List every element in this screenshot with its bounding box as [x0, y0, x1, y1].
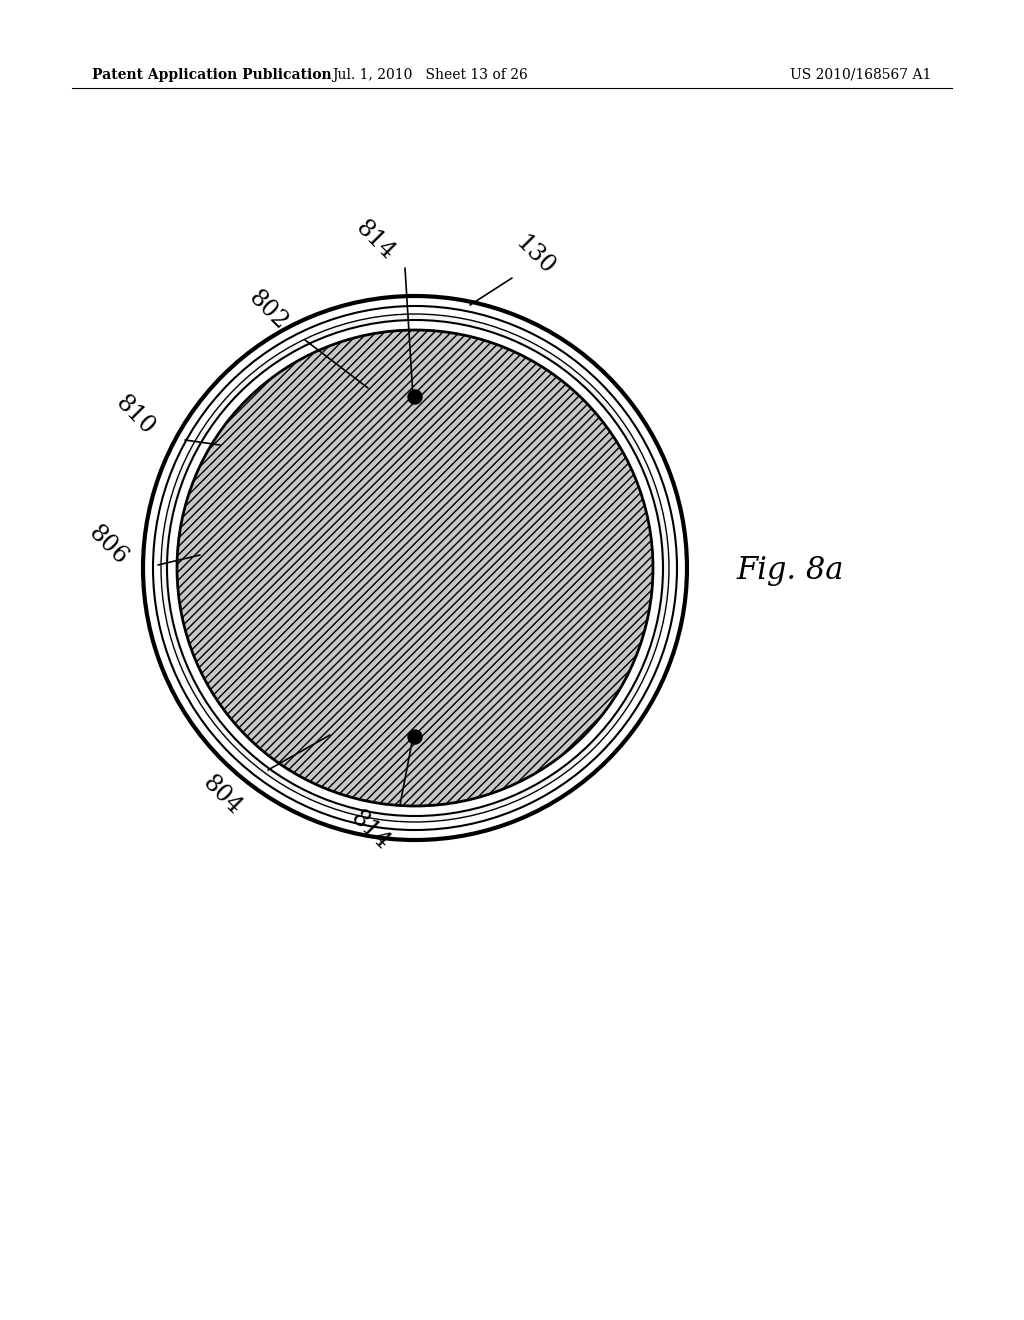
Text: Jul. 1, 2010   Sheet 13 of 26: Jul. 1, 2010 Sheet 13 of 26: [332, 69, 528, 82]
Circle shape: [143, 296, 687, 840]
Text: 814: 814: [346, 805, 394, 854]
Text: 130: 130: [511, 231, 559, 279]
Text: 804: 804: [198, 771, 246, 820]
Text: 802: 802: [244, 286, 292, 334]
Circle shape: [161, 314, 669, 822]
Text: 806: 806: [84, 521, 132, 569]
Circle shape: [408, 730, 422, 744]
Text: 814: 814: [351, 216, 399, 264]
Text: US 2010/168567 A1: US 2010/168567 A1: [791, 69, 932, 82]
Circle shape: [153, 306, 677, 830]
Circle shape: [408, 389, 422, 404]
Text: Patent Application Publication: Patent Application Publication: [92, 69, 332, 82]
Text: Fig. 8a: Fig. 8a: [736, 554, 844, 586]
Circle shape: [177, 330, 653, 807]
Text: 810: 810: [111, 391, 159, 440]
Circle shape: [167, 319, 663, 816]
